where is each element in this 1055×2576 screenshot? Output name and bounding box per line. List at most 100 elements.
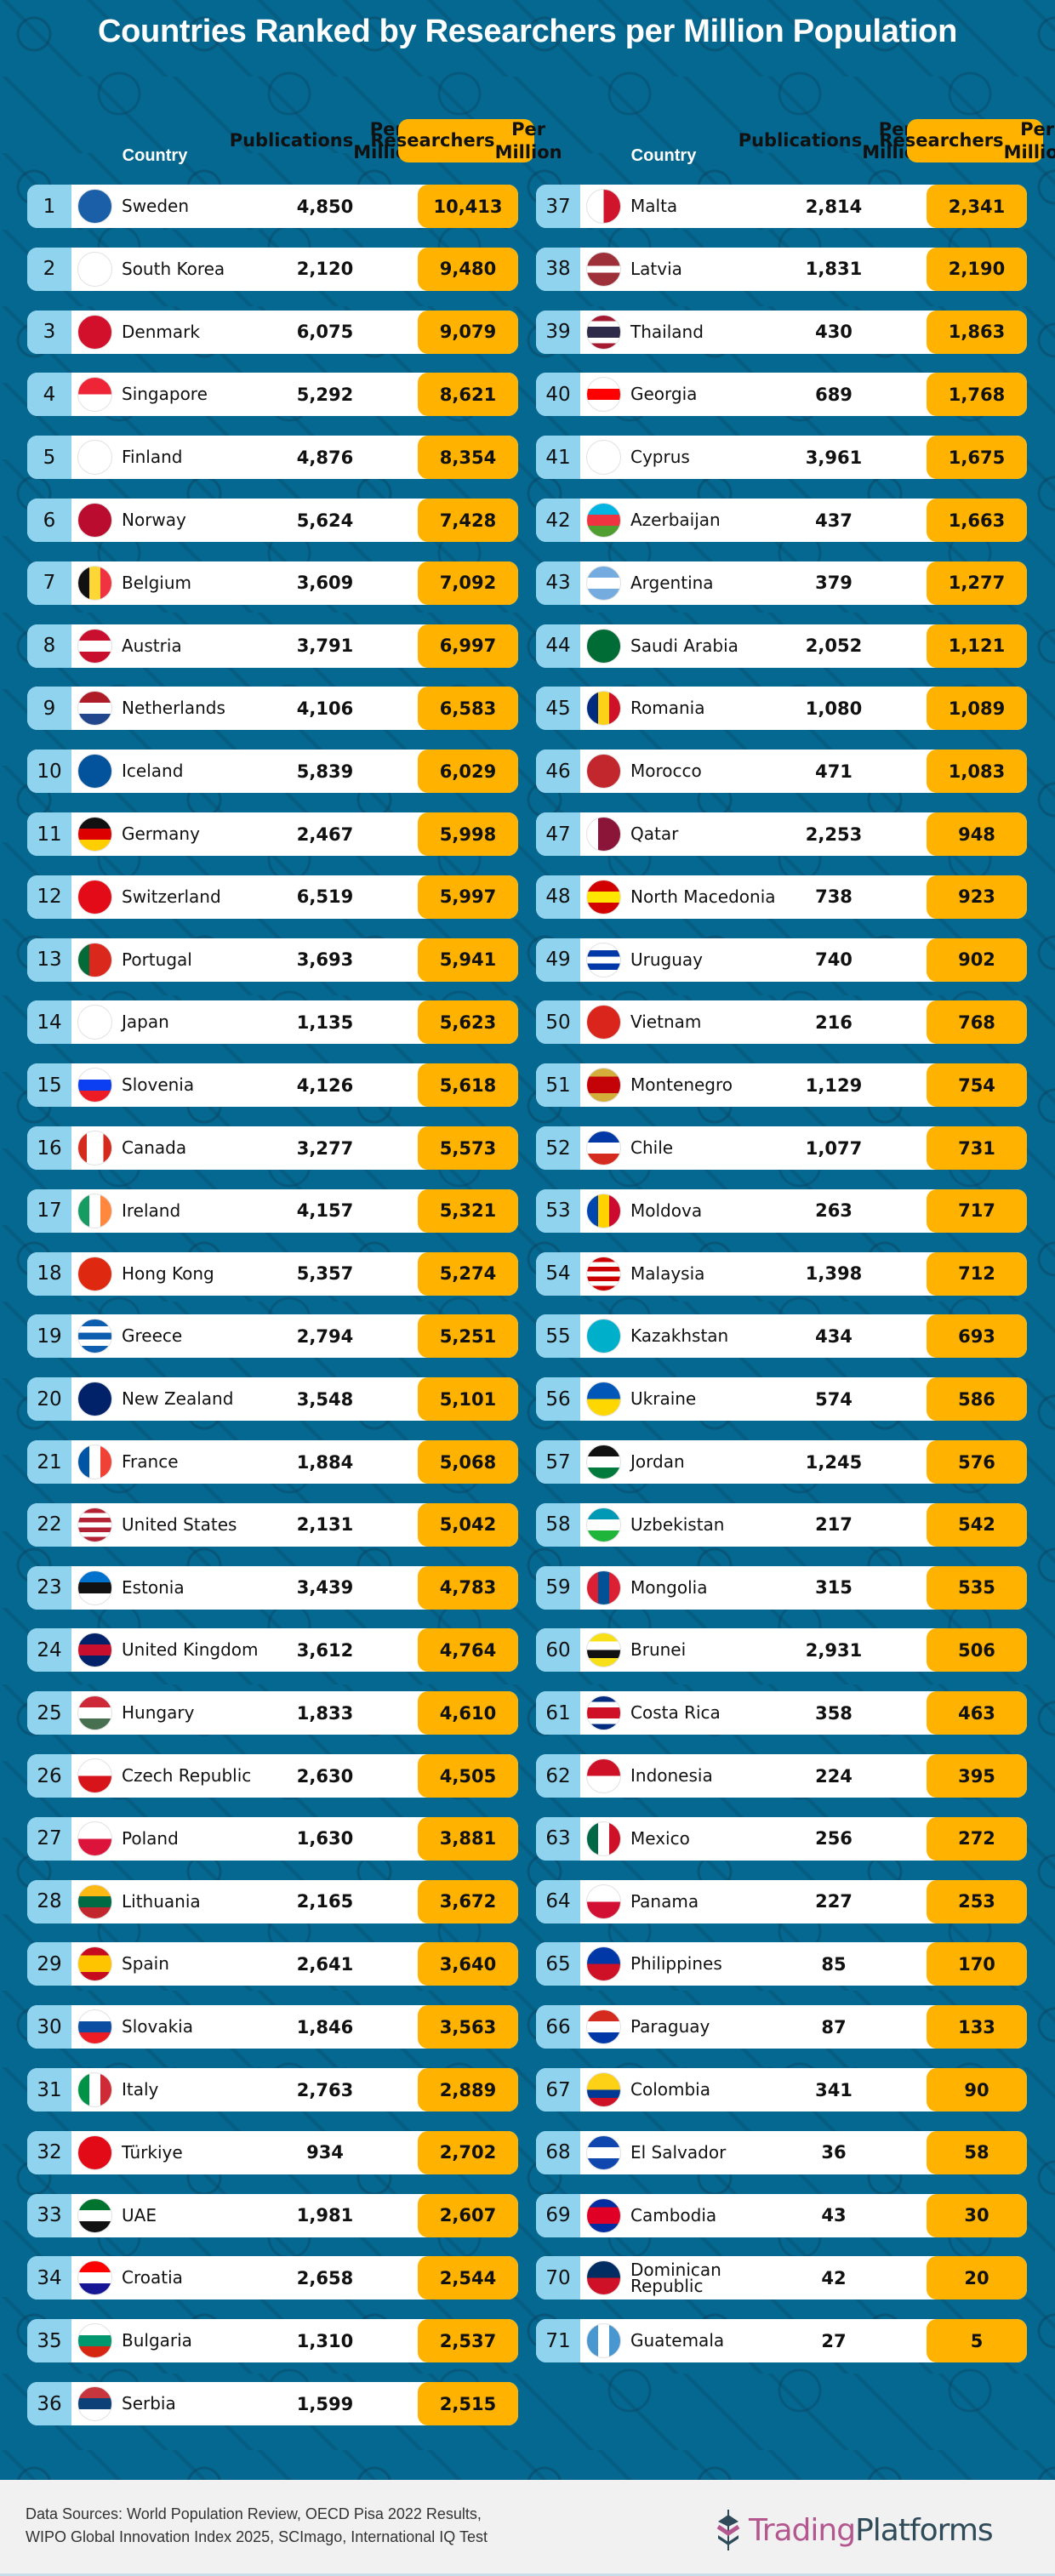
- rank-cell: 45: [536, 687, 580, 731]
- country-name: Slovenia: [122, 1074, 195, 1096]
- table-row: 53 Moldova 263 717: [536, 1188, 1027, 1233]
- table-row: 19 Greece 2,794 5,251: [27, 1314, 518, 1359]
- header-country-left: Country: [122, 146, 188, 165]
- table-row: 50 Vietnam 216 768: [536, 1000, 1027, 1045]
- publications-value: 1,831: [805, 259, 863, 280]
- publications-value: 1,245: [805, 1451, 863, 1473]
- publications-value: 1,310: [296, 2330, 354, 2351]
- country-name: Bulgaria: [122, 2330, 192, 2351]
- table-row: 71 Guatemala 27 5: [536, 2319, 1027, 2363]
- flag-icon: [586, 1570, 621, 1605]
- researchers-value: 10,413: [418, 185, 518, 228]
- country-name: El Salvador: [630, 2141, 727, 2163]
- researchers-value: 20: [927, 2256, 1027, 2300]
- flag-icon: [77, 2134, 112, 2170]
- country-name: Switzerland: [122, 886, 221, 907]
- rank-cell: 49: [536, 938, 580, 982]
- researchers-value: 948: [927, 812, 1027, 856]
- rank-cell: 33: [27, 2193, 71, 2237]
- table-row: 57 Jordan 1,245 576: [536, 1440, 1027, 1484]
- table-row: 6 Norway 5,624 7,428: [27, 499, 518, 542]
- rank-cell: 26: [27, 1754, 71, 1798]
- researchers-value: 9,480: [418, 247, 518, 291]
- country-name: Morocco: [630, 761, 702, 782]
- researchers-value: 463: [927, 1691, 1027, 1735]
- publications-value: 2,467: [296, 824, 354, 845]
- researchers-value: 4,764: [418, 1628, 518, 1673]
- researchers-value: 923: [927, 875, 1027, 919]
- table-row: 59 Mongolia 315 535: [536, 1565, 1027, 1610]
- publications-value: 224: [815, 1765, 853, 1787]
- publications-value: 740: [815, 949, 853, 971]
- researchers-value: 1,768: [927, 373, 1027, 417]
- researchers-value: 2,702: [418, 2130, 518, 2174]
- rank-cell: 34: [27, 2256, 71, 2300]
- table-row: 32 Türkiye 934 2,702: [27, 2130, 518, 2174]
- infographic-panel: Countries Ranked by Researchers per Mill…: [0, 0, 1055, 2480]
- country-name: Malta: [630, 196, 678, 216]
- flag-icon: [586, 1445, 621, 1479]
- data-sources-line1: Data Sources: World Population Review, O…: [26, 2505, 482, 2522]
- researchers-value: 9,079: [418, 310, 518, 354]
- country-name: Argentina: [630, 572, 714, 593]
- publications-value: 2,165: [296, 1891, 354, 1912]
- table-row: 15 Slovenia 4,126 5,618: [27, 1063, 518, 1108]
- rank-cell: 3: [27, 310, 71, 354]
- table-row: 3 Denmark 6,075 9,079: [27, 310, 518, 354]
- researchers-value: 693: [927, 1314, 1027, 1359]
- researchers-value: 5,573: [418, 1126, 518, 1170]
- table-row: 22 United States 2,131 5,042: [27, 1502, 518, 1547]
- header-publications-line1: Publications: [738, 130, 863, 151]
- flag-icon: [586, 189, 621, 224]
- researchers-value: 5,101: [418, 1377, 518, 1422]
- researchers-value: 5,618: [418, 1063, 518, 1108]
- rank-cell: 41: [536, 436, 580, 480]
- country-name: Hong Kong: [122, 1262, 214, 1284]
- table-row: 65 Philippines 85 170: [536, 1942, 1027, 1986]
- country-name: Qatar: [630, 824, 679, 844]
- researchers-value: 3,672: [418, 1879, 518, 1923]
- table-row: 11 Germany 2,467 5,998: [27, 812, 518, 856]
- rank-cell: 30: [27, 2005, 71, 2049]
- researchers-value: 2,537: [418, 2319, 518, 2363]
- table-row: 26 Czech Republic 2,630 4,505: [27, 1754, 518, 1798]
- country-name: Belgium: [122, 572, 191, 593]
- researchers-value: 731: [927, 1126, 1027, 1170]
- publications-value: 4,850: [296, 196, 354, 217]
- table-row: 5 Finland 4,876 8,354: [27, 436, 518, 480]
- flag-icon: [77, 1633, 112, 1668]
- publications-value: 1,833: [296, 1702, 354, 1724]
- researchers-value: 754: [927, 1063, 1027, 1108]
- table-row: 56 Ukraine 574 586: [536, 1377, 1027, 1422]
- publications-value: 2,658: [296, 2267, 354, 2288]
- researchers-value: 586: [927, 1377, 1027, 1422]
- flag-icon: [586, 1256, 621, 1291]
- rank-cell: 59: [536, 1565, 580, 1610]
- rank-cell: 35: [27, 2319, 71, 2363]
- flag-icon: [77, 1068, 112, 1103]
- table-row: 33 UAE 1,981 2,607: [27, 2193, 518, 2237]
- flag-icon: [586, 1884, 621, 1919]
- flag-icon: [586, 1946, 621, 1982]
- table-row: 2 South Korea 2,120 9,480: [27, 247, 518, 291]
- flag-icon: [77, 1131, 112, 1165]
- publications-value: 2,794: [296, 1325, 354, 1347]
- researchers-value: 768: [927, 1000, 1027, 1045]
- flag-icon: [77, 1946, 112, 1982]
- country-name: Italy: [122, 2079, 159, 2100]
- table-row: 24 United Kingdom 3,612 4,764: [27, 1628, 518, 1673]
- country-name: Colombia: [630, 2079, 710, 2100]
- publications-value: 85: [821, 1953, 847, 1975]
- researchers-value: 272: [927, 1816, 1027, 1861]
- researchers-value: 6,997: [418, 624, 518, 668]
- flag-icon: [77, 1884, 112, 1919]
- researchers-value: 2,341: [927, 185, 1027, 228]
- publications-value: 2,814: [805, 196, 863, 217]
- table-row: 16 Canada 3,277 5,573: [27, 1126, 518, 1170]
- table-row: 36 Serbia 1,599 2,515: [27, 2382, 518, 2425]
- table-row: 55 Kazakhstan 434 693: [536, 1314, 1027, 1359]
- country-name: Hungary: [122, 1702, 195, 1724]
- flag-icon: [77, 2260, 112, 2296]
- researchers-value: 542: [927, 1502, 1027, 1547]
- rank-cell: 37: [536, 185, 580, 228]
